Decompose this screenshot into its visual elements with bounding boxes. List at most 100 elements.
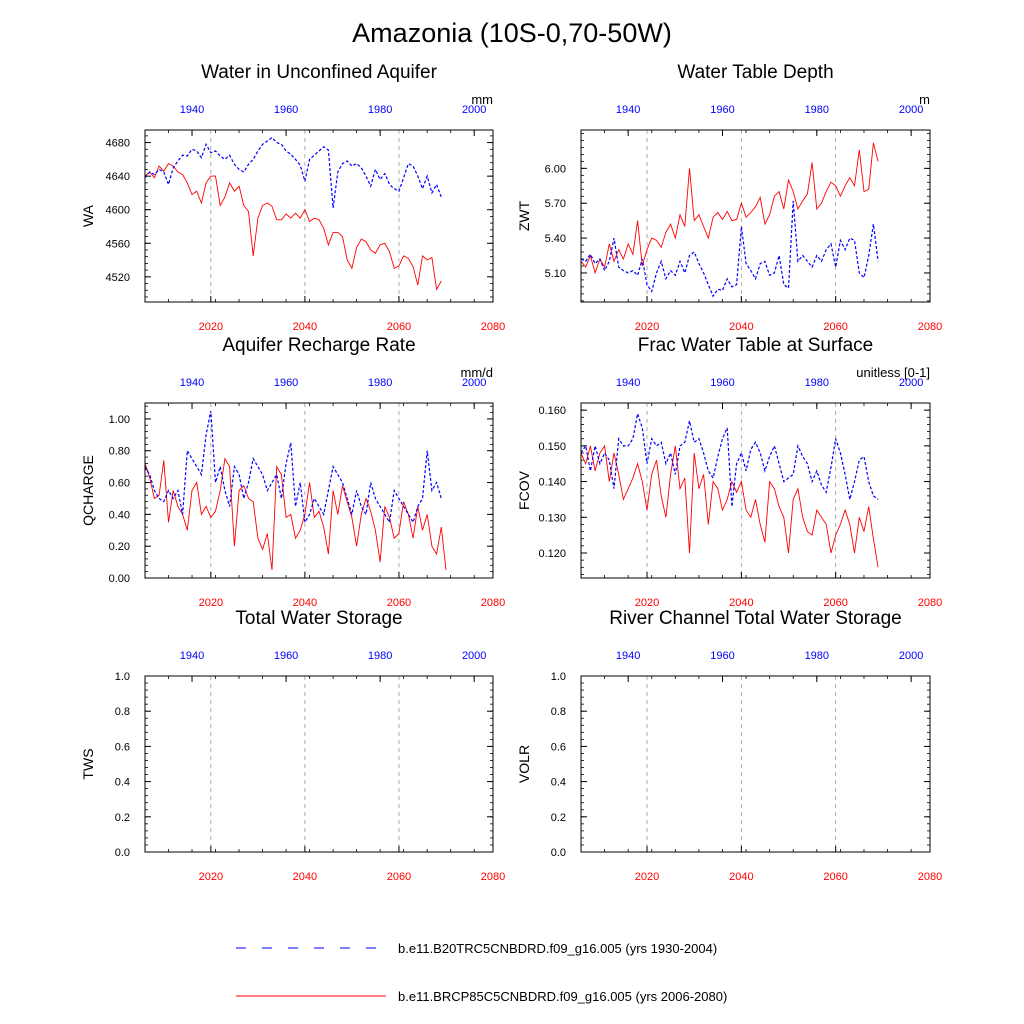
x-tick-label-top: 1980 xyxy=(368,650,392,662)
x-tick-label-top: 1960 xyxy=(274,377,298,389)
x-tick-label-bottom: 2040 xyxy=(293,871,317,883)
x-tick-label-bottom: 2020 xyxy=(199,597,223,609)
y-axis-label: FCOV xyxy=(516,470,532,510)
series-line-rcp85 xyxy=(580,142,879,275)
y-tick-label: 0.120 xyxy=(538,548,566,560)
x-tick-label-bottom: 2020 xyxy=(635,871,659,883)
legend-label-historical: b.e11.B20TRC5CNBDRD.f09_g16.005 (yrs 193… xyxy=(398,941,717,956)
y-tick-label: 0.130 xyxy=(538,512,566,524)
series-line-rcp85 xyxy=(144,457,447,571)
x-tick-label-bottom: 2060 xyxy=(387,597,411,609)
y-tick-label: 4600 xyxy=(106,205,130,217)
y-tick-label: 4680 xyxy=(106,138,130,150)
x-tick-label-bottom: 2080 xyxy=(918,597,942,609)
plot-frame xyxy=(144,402,494,579)
y-tick-label: 0.40 xyxy=(109,509,130,521)
panel-volr: River Channel Total Water Storage VOLR 0.0… xyxy=(516,608,942,883)
y-tick-label: 0.6 xyxy=(115,741,130,753)
x-tick-label-bottom: 2020 xyxy=(199,871,223,883)
x-tick-label-bottom: 2080 xyxy=(481,871,505,883)
x-tick-label-bottom: 2080 xyxy=(918,871,942,883)
y-tick-label: 5.70 xyxy=(545,198,566,210)
panel-title: Frac Water Table at Surface xyxy=(638,335,874,356)
y-tick-label: 4560 xyxy=(106,238,130,250)
legend: b.e11.B20TRC5CNBDRD.f09_g16.005 (yrs 193… xyxy=(236,941,727,1004)
x-tick-label-bottom: 2060 xyxy=(387,321,411,333)
panel-title: Total Water Storage xyxy=(235,608,402,629)
panel-title: Water in Unconfined Aquifer xyxy=(201,62,438,83)
x-tick-label-bottom: 2080 xyxy=(481,321,505,333)
x-tick-label-bottom: 2080 xyxy=(918,321,942,333)
y-tick-label: 0.160 xyxy=(538,405,566,417)
x-tick-label-bottom: 2040 xyxy=(729,321,753,333)
x-tick-label-bottom: 2040 xyxy=(293,321,317,333)
x-tick-label-top: 1960 xyxy=(274,104,298,116)
x-tick-label-bottom: 2080 xyxy=(481,597,505,609)
plot-frame xyxy=(144,129,494,303)
y-tick-label: 1.00 xyxy=(109,414,130,426)
y-tick-label: 4520 xyxy=(106,272,130,284)
x-tick-label-top: 1960 xyxy=(710,650,734,662)
y-tick-label: 0.2 xyxy=(551,812,566,824)
plot-frame xyxy=(580,675,931,853)
x-tick-label-top: 1940 xyxy=(616,650,640,662)
x-tick-label-bottom: 2020 xyxy=(635,597,659,609)
x-tick-label-bottom: 2040 xyxy=(293,597,317,609)
y-axis-label: WA xyxy=(80,204,96,227)
y-tick-label: 0.8 xyxy=(115,706,130,718)
y-tick-label: 0.00 xyxy=(109,573,130,585)
x-tick-label-top: 1980 xyxy=(805,650,829,662)
y-tick-label: 0.8 xyxy=(551,706,566,718)
x-tick-label-top: 1980 xyxy=(368,104,392,116)
x-tick-label-top: 1960 xyxy=(274,650,298,662)
x-tick-label-bottom: 2060 xyxy=(387,871,411,883)
units-label: unitless [0-1] xyxy=(856,365,930,380)
y-tick-label: 1.0 xyxy=(551,671,566,683)
y-tick-label: 0.4 xyxy=(551,777,566,789)
y-tick-label: 5.10 xyxy=(545,268,566,280)
y-tick-label: 0.2 xyxy=(115,812,130,824)
series-line-historical xyxy=(580,200,879,298)
y-tick-label: 0.80 xyxy=(109,446,130,458)
y-tick-label: 6.00 xyxy=(545,163,566,175)
y-tick-label: 0.20 xyxy=(109,541,130,553)
panel-wa: Water in Unconfined Aquifer mm WA 4520 4560 4… xyxy=(80,62,505,333)
series-line-rcp85 xyxy=(144,163,442,291)
panel-title: Aquifer Recharge Rate xyxy=(222,335,415,356)
series-line-rcp85 xyxy=(580,444,879,568)
panel-title: River Channel Total Water Storage xyxy=(609,608,902,629)
series-line-historical xyxy=(580,413,879,507)
x-tick-label-bottom: 2060 xyxy=(823,597,847,609)
y-tick-label: 0.0 xyxy=(115,847,130,859)
units-label: mm xyxy=(471,92,493,107)
x-tick-label-top: 1940 xyxy=(616,377,640,389)
units-label: mm/d xyxy=(461,365,494,380)
plot-frame xyxy=(580,402,931,579)
x-tick-label-bottom: 2020 xyxy=(199,321,223,333)
y-axis-label: QCHARGE xyxy=(80,455,96,526)
x-tick-label-top: 1940 xyxy=(616,104,640,116)
x-tick-label-top: 1960 xyxy=(710,104,734,116)
y-tick-label: 0.150 xyxy=(538,441,566,453)
x-tick-label-top: 1940 xyxy=(180,377,204,389)
x-tick-label-bottom: 2040 xyxy=(729,871,753,883)
x-tick-label-bottom: 2020 xyxy=(635,321,659,333)
x-tick-label-top: 2000 xyxy=(462,377,486,389)
panels: Water in Unconfined Aquifer mm WA 4520 4560 4… xyxy=(80,62,942,883)
panel-fcov: Frac Water Table at Surface unitless [0-1… xyxy=(516,335,942,609)
y-tick-label: 5.40 xyxy=(545,233,566,245)
panel-tws: Total Water Storage TWS 0.0 0.2 0.4 0.6 0.8 1.0… xyxy=(80,608,505,883)
y-tick-label: 0.4 xyxy=(115,777,130,789)
x-tick-label-bottom: 2060 xyxy=(823,871,847,883)
units-label: m xyxy=(919,92,930,107)
y-tick-label: 1.0 xyxy=(115,671,130,683)
x-tick-label-top: 2000 xyxy=(899,377,923,389)
series-line-historical xyxy=(144,410,442,525)
y-tick-label: 0.60 xyxy=(109,478,130,490)
panel-qcharge: Aquifer Recharge Rate mm/d QCHARGE 0.00 0.20… xyxy=(80,335,505,609)
legend-label-rcp85: b.e11.BRCP85C5CNBDRD.f09_g16.005 (yrs 20… xyxy=(398,989,727,1004)
plot-frame xyxy=(144,675,494,853)
y-axis-label: VOLR xyxy=(516,745,532,783)
x-tick-label-top: 2000 xyxy=(462,104,486,116)
x-tick-label-top: 2000 xyxy=(899,650,923,662)
